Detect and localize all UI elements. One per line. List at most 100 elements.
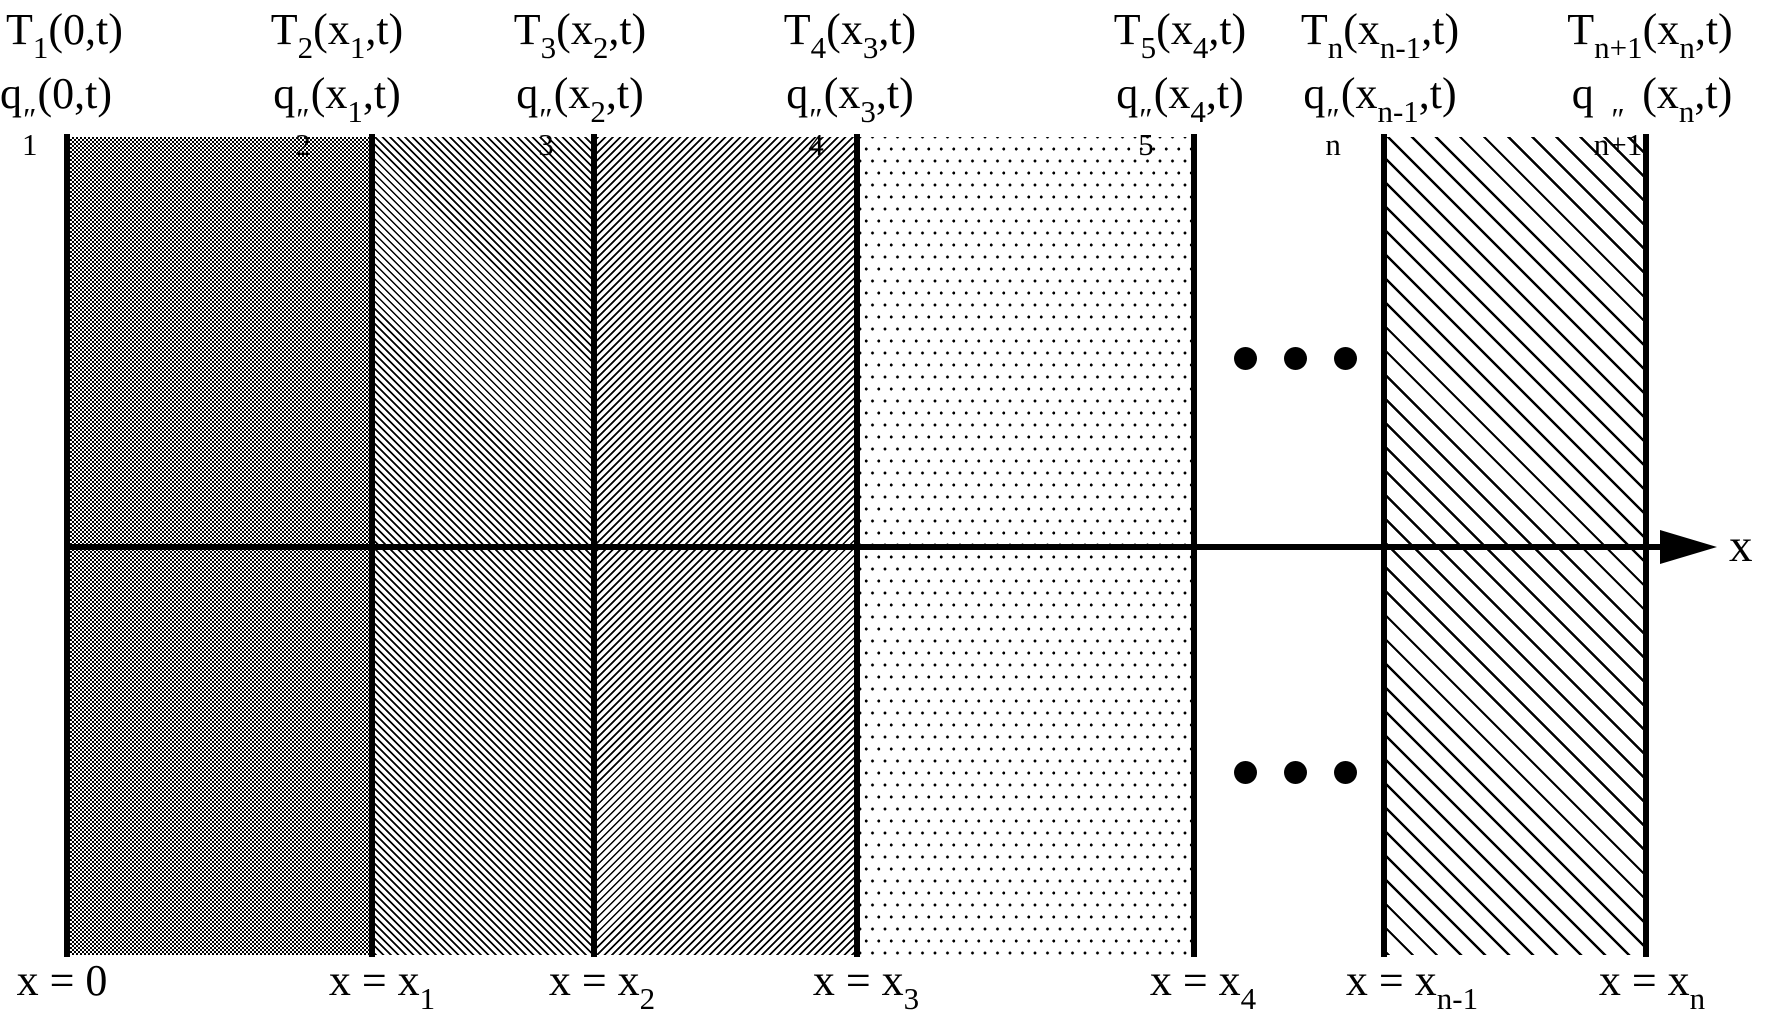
label-text: x = x	[328, 956, 420, 1005]
label-subscript: n	[1325, 127, 1341, 162]
label-text: (x	[1343, 5, 1380, 54]
heat-flux-label-q4: q ″ 4 (x3,t)	[786, 66, 914, 162]
position-label-x3: x = x3	[813, 953, 919, 1027]
position-label-x1: x = x1	[329, 953, 435, 1027]
double-prime-mark: ″	[23, 101, 37, 137]
label-text: q	[1303, 69, 1326, 118]
label-text: q	[516, 69, 539, 118]
heat-flux-label-q5: q ″ 5 (x4,t)	[1116, 66, 1244, 162]
label-subscript: 3	[540, 30, 557, 65]
double-prime-mark: ″	[1611, 101, 1625, 137]
label-text: ,t)	[878, 5, 917, 54]
heat-flux-label-qn1: q ″ n+1 (xn,t)	[1571, 66, 1733, 162]
label-text: q	[0, 69, 22, 118]
label-subscript: 1	[419, 981, 436, 1016]
x-axis-arrowhead-icon	[1660, 530, 1717, 564]
label-subscript: 1	[349, 30, 366, 65]
label-subscript: 2	[592, 30, 609, 65]
double-prime-subscript-stack: ″ n	[1325, 101, 1341, 162]
label-text: ,t)	[608, 5, 647, 54]
label-subscript: 3	[538, 127, 554, 162]
label-subscript: 1	[22, 127, 38, 162]
label-text: ,t)	[605, 69, 644, 118]
heat-flux-label-q1: q ″ 1 (0,t)	[0, 66, 113, 162]
x-axis-label: x	[1729, 520, 1753, 572]
temperature-label-Tn: Tn(xn-1,t)	[1301, 2, 1459, 76]
double-prime-subscript-stack: ″ n+1	[1593, 101, 1643, 162]
label-text: ,t)	[875, 69, 914, 118]
label-subscript: n-1	[1379, 30, 1422, 65]
label-subscript: 1	[347, 94, 363, 129]
label-text: (x	[556, 5, 593, 54]
temperature-label-T2: T2(x1,t)	[271, 2, 403, 76]
label-text: x = x	[1345, 956, 1437, 1005]
label-subscript: 1	[32, 30, 49, 65]
label-text: T	[783, 5, 811, 54]
label-text: T	[1567, 5, 1595, 54]
label-text: T	[6, 5, 33, 54]
double-prime-mark: ″	[809, 101, 823, 137]
temperature-label-T5: T5(x4,t)	[1114, 2, 1246, 76]
position-label-x0: x = 0	[17, 953, 108, 1009]
label-subscript: n+1	[1593, 127, 1643, 162]
label-text: q	[786, 69, 809, 118]
label-text: q	[1571, 69, 1594, 118]
label-subscript: 3	[862, 30, 879, 65]
heat-flux-label-q2: q ″ 2 (x1,t)	[273, 66, 401, 160]
label-text: ,t)	[1418, 69, 1457, 118]
label-text: x = x	[548, 956, 640, 1005]
label-text: ,t)	[1421, 5, 1460, 54]
label-subscript: n	[1678, 94, 1695, 129]
position-label-x2: x = x2	[549, 953, 655, 1027]
label-text: T	[513, 5, 541, 54]
label-subscript: 2	[297, 30, 314, 65]
label-text: ,t)	[1205, 69, 1244, 118]
ellipsis-dot	[1283, 346, 1307, 370]
ellipsis-dot	[1333, 346, 1357, 370]
label-subscript: n+1	[1594, 30, 1643, 65]
label-text: ,t)	[1694, 5, 1733, 54]
label-text: (x	[823, 69, 861, 118]
temperature-label-T3: T3(x2,t)	[514, 2, 646, 76]
label-subscript: n-1	[1436, 981, 1479, 1016]
label-text: ,t)	[1694, 69, 1733, 118]
label-subscript: 4	[1192, 30, 1209, 65]
label-text: q	[1116, 69, 1139, 118]
x-axis-line	[64, 544, 1662, 550]
label-text: T	[1300, 5, 1328, 54]
double-prime-mark: ″	[539, 101, 553, 137]
label-text: (x	[826, 5, 863, 54]
ellipsis-dot	[1283, 760, 1307, 784]
double-prime-mark: ″	[296, 101, 310, 137]
label-subscript: 4	[1240, 981, 1257, 1016]
label-text: q	[273, 69, 296, 118]
double-prime-mark: ″	[1139, 101, 1153, 137]
double-prime-mark: ″	[1326, 101, 1340, 137]
label-text: (x	[1642, 5, 1680, 54]
position-label-xn-1: x = xn-1	[1346, 953, 1478, 1027]
double-prime-subscript-stack: ″ 2	[295, 101, 311, 160]
label-subscript: 4	[808, 127, 824, 162]
label-subscript: 4	[1190, 94, 1206, 129]
label-subscript: 4	[810, 30, 827, 65]
label-text: (x	[1642, 69, 1679, 118]
label-text: ,t)	[365, 5, 404, 54]
label-text: (x	[1340, 69, 1378, 118]
label-text: x = x	[1149, 956, 1241, 1005]
position-label-xn: x = xn	[1599, 953, 1705, 1027]
double-prime-subscript-stack: ″ 3	[538, 101, 554, 162]
label-text: (x	[310, 69, 348, 118]
label-subscript: 5	[1138, 127, 1154, 162]
temperature-label-T1: T1(0,t)	[6, 2, 123, 76]
label-subscript: 2	[590, 94, 606, 129]
label-subscript: 2	[639, 981, 656, 1016]
label-subscript: 5	[1140, 30, 1157, 65]
label-text: x = x	[812, 956, 904, 1005]
label-text: (0,t)	[37, 69, 113, 118]
label-subscript: 3	[860, 94, 876, 129]
label-text: (x	[1153, 69, 1191, 118]
ellipsis-dot	[1333, 760, 1357, 784]
label-text: x = 0	[16, 956, 108, 1005]
label-text: (x	[553, 69, 591, 118]
